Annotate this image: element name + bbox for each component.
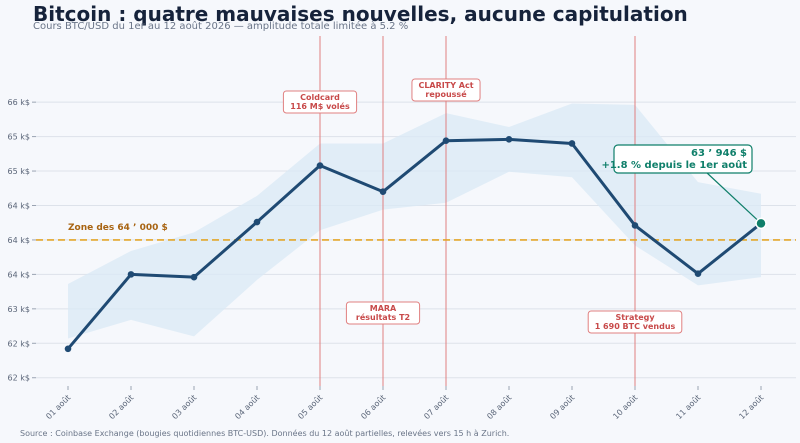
chart-subtitle: Cours BTC/USD du 1er au 12 août 2026 — a… <box>33 21 409 32</box>
x-tick-label: 10 août <box>611 393 639 421</box>
x-tick-label: 06 août <box>359 393 387 421</box>
x-tick-label: 07 août <box>422 393 450 421</box>
event-label-box <box>282 90 358 114</box>
event-label: Strategy <box>615 313 655 322</box>
data-point <box>127 271 135 278</box>
data-point <box>568 140 576 147</box>
x-tick-label: 01 août <box>44 393 72 421</box>
event-label: CLARITY Act <box>418 81 473 90</box>
event-label: repoussé <box>425 89 467 99</box>
price-series <box>64 136 762 353</box>
x-tick-label: 12 août <box>737 393 765 421</box>
price-line <box>66 137 762 350</box>
x-tick-label: 05 août <box>296 393 324 421</box>
data-point <box>316 162 324 169</box>
event-label: 1 690 BTC vendus <box>595 322 676 331</box>
event-label: Coldcard <box>300 93 340 102</box>
x-tick-label: 04 août <box>233 393 261 421</box>
y-tick-label: 66 k$ <box>8 98 30 107</box>
callout-label: 63 ’ 946 $ <box>691 148 747 159</box>
x-tick-label: 02 août <box>107 393 135 421</box>
event-label: MARA <box>370 304 397 313</box>
callout-pointer <box>705 171 760 222</box>
y-tick-label: 64 k$ <box>8 270 30 279</box>
data-point <box>379 188 387 196</box>
y-tick-label: 65 k$ <box>8 133 30 142</box>
last-price-marker <box>755 217 767 230</box>
data-point <box>631 222 639 229</box>
reference-line-label: Zone des 64 ’ 000 $ <box>68 223 168 233</box>
data-point <box>505 136 513 143</box>
event-label-box <box>411 78 481 102</box>
data-point <box>190 273 198 281</box>
data-point <box>253 218 261 226</box>
y-tick-label: 63 k$ <box>8 305 30 314</box>
y-tick-label: 62 k$ <box>8 339 30 348</box>
callout-label: +1.8 % depuis le 1er août <box>601 159 747 171</box>
x-tick-label: 08 août <box>485 393 513 421</box>
y-tick-label: 64 k$ <box>8 236 30 245</box>
reference-zone: Zone des 64 ’ 000 $ <box>36 223 796 241</box>
y-tick-label: 65 k$ <box>8 167 30 176</box>
chart-title: Bitcoin : quatre mauvaises nouvelles, au… <box>33 2 688 26</box>
x-tick-label: 03 août <box>170 393 198 421</box>
event-label: résultats T2 <box>356 312 410 322</box>
data-point <box>64 345 72 353</box>
source-note: Source : Coinbase Exchange (bougies quot… <box>20 429 510 438</box>
event-label: 116 M$ volés <box>290 101 350 111</box>
event-label-box <box>345 301 421 325</box>
data-point <box>442 137 450 145</box>
data-point <box>694 270 702 277</box>
y-tick-label: 62 k$ <box>8 374 30 383</box>
x-tick-label: 09 août <box>548 393 576 421</box>
event-label-box <box>587 310 683 334</box>
x-tick-label: 11 août <box>674 393 702 421</box>
callout-box <box>613 144 753 174</box>
y-tick-label: 64 k$ <box>8 201 30 210</box>
